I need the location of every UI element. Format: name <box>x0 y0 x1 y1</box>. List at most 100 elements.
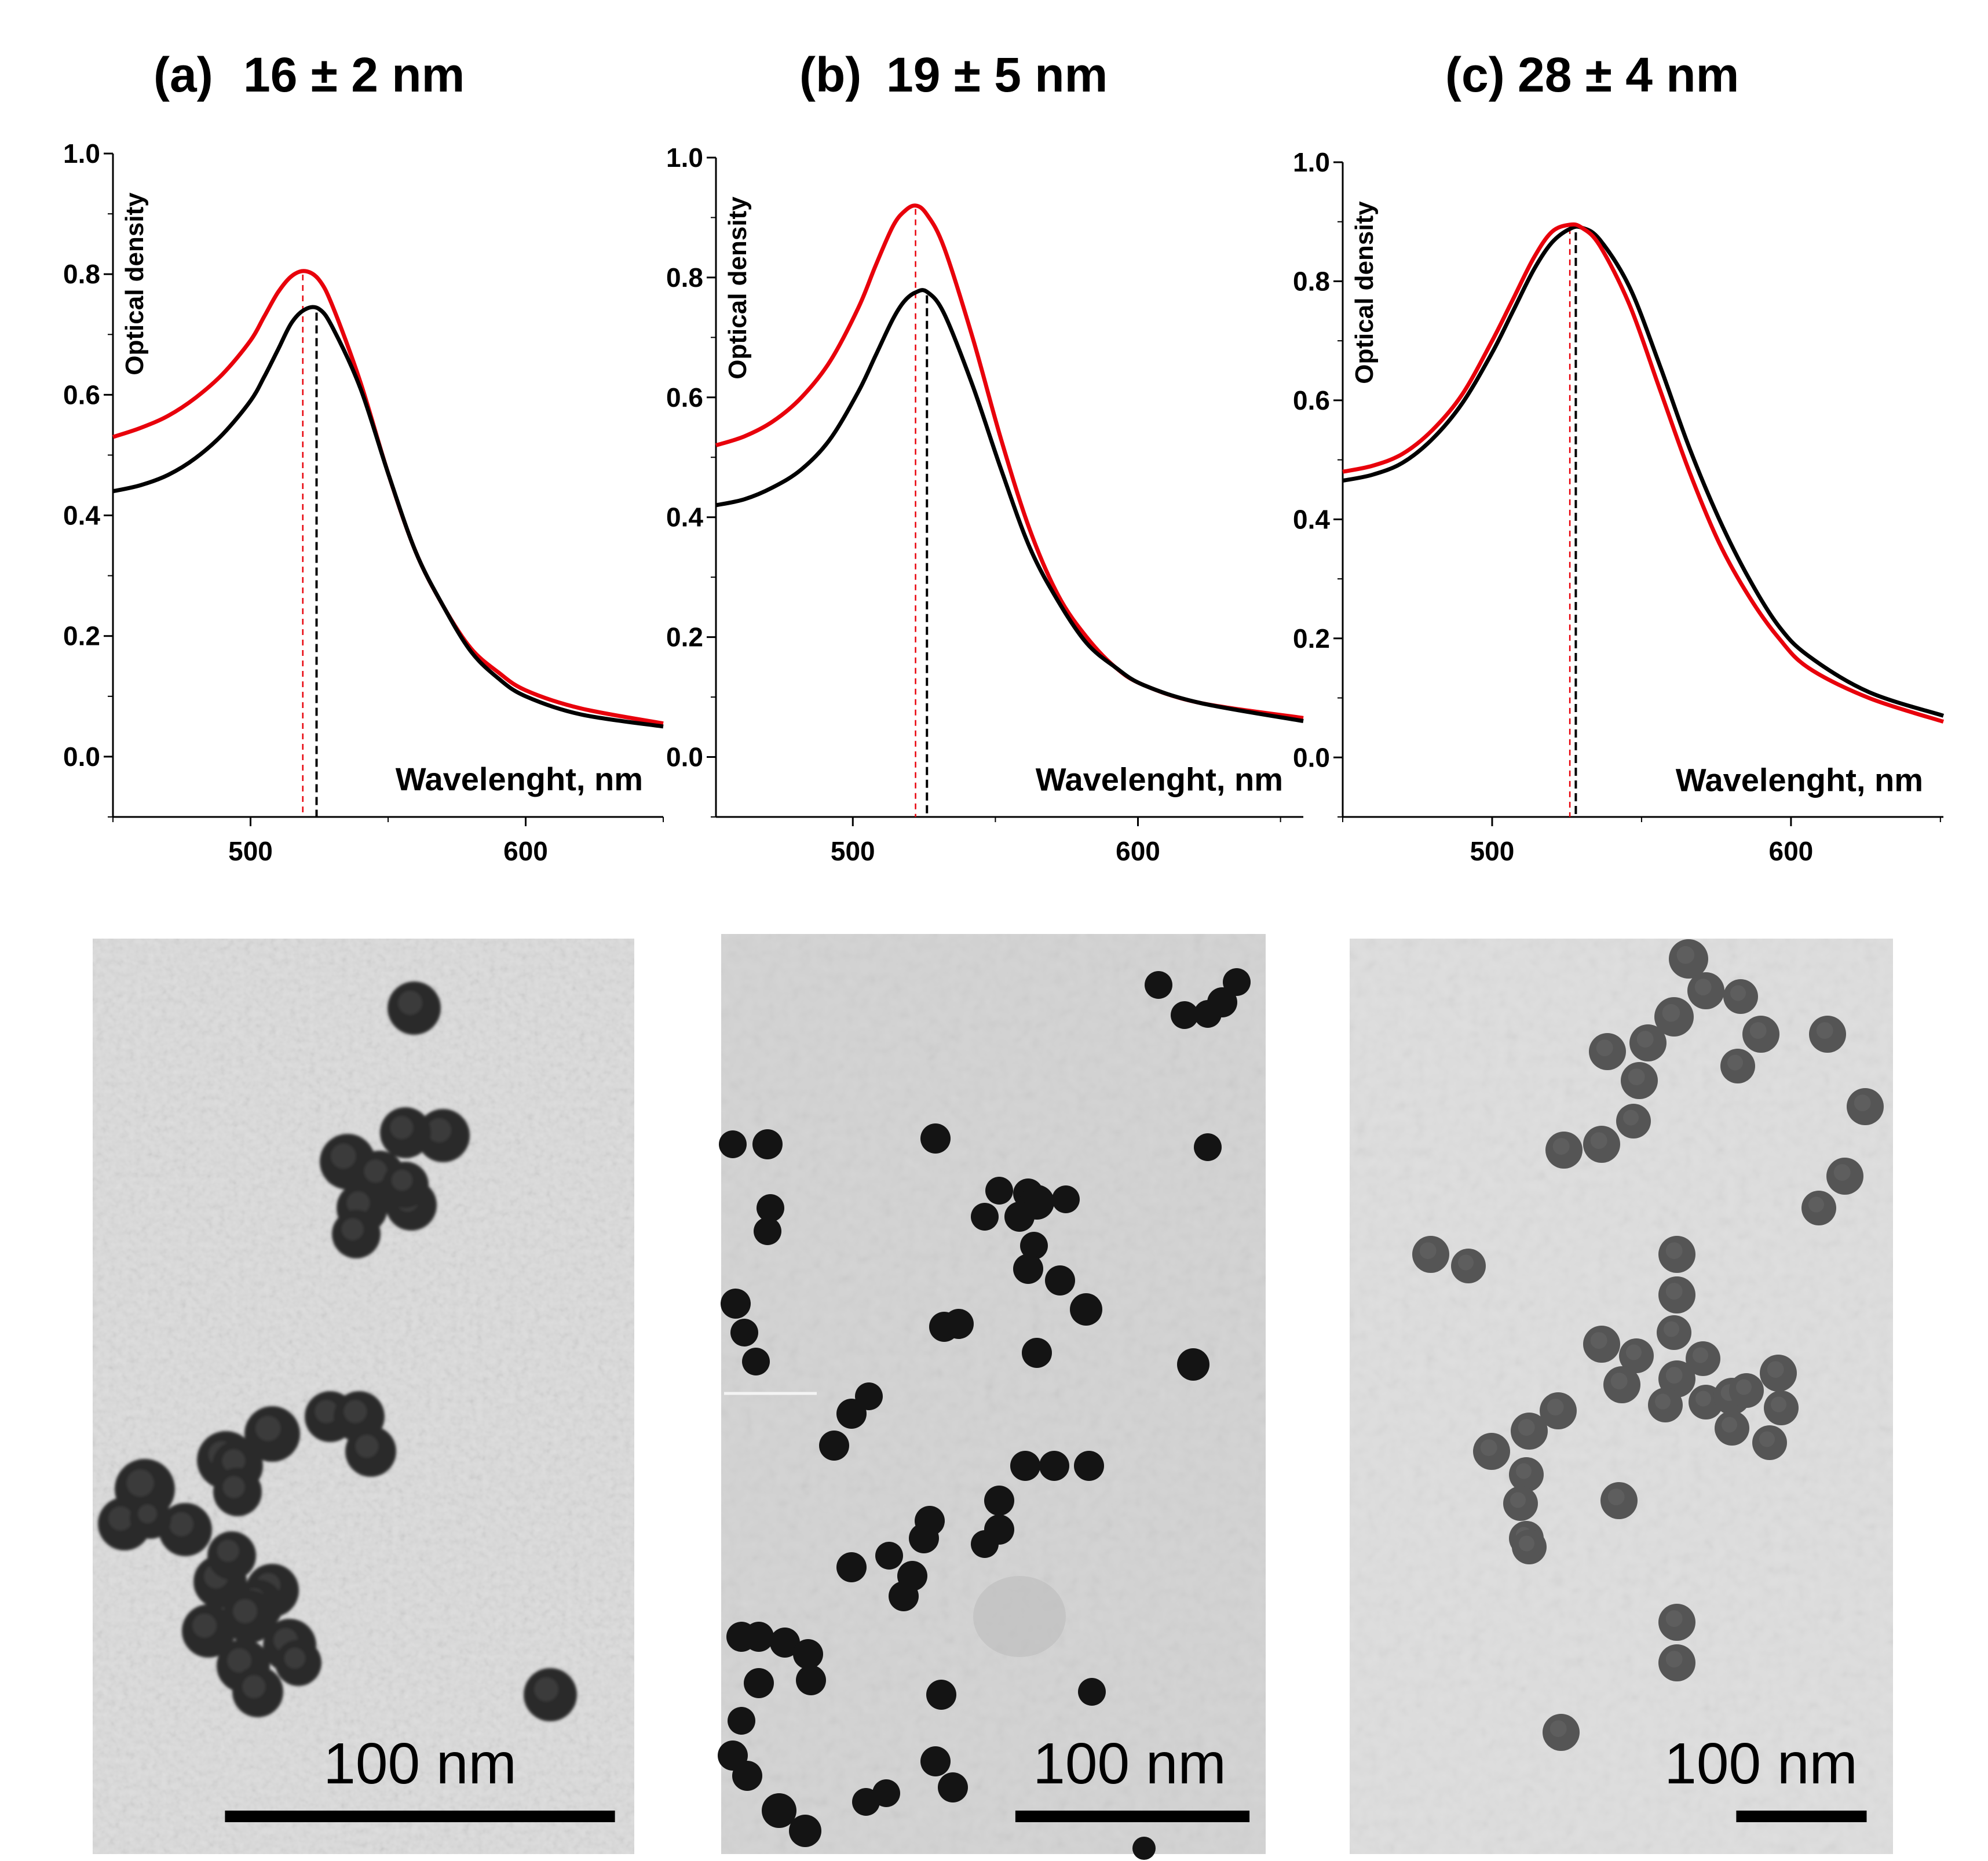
plot-b: 0.0 0.2 0.4 0.6 0.8 1.0 500 600 Optical density W… <box>666 143 1304 866</box>
tem-a-particle-highlight <box>222 1449 246 1472</box>
tem-c-particle-highlight <box>1816 1022 1833 1039</box>
tem-b-particle <box>762 1793 796 1828</box>
tem-image-a: 100 nm <box>93 939 634 1854</box>
tem-b-particle <box>836 1552 867 1582</box>
tem-a-scale-label: 100 nm <box>323 1731 517 1796</box>
tem-c-particle-highlight <box>1607 1488 1625 1506</box>
tem-a-particle-highlight <box>138 1504 157 1523</box>
tem-a-particle-highlight <box>331 1143 356 1169</box>
tem-a-particle-highlight <box>364 1159 388 1183</box>
tem-c-particle-highlight <box>1771 1396 1786 1413</box>
tem-a-particle-highlight <box>108 1506 133 1531</box>
panel-c-title: (c) <box>1445 48 1505 102</box>
tem-b-particle <box>889 1581 919 1611</box>
tem-c-particle-highlight <box>1547 1399 1564 1416</box>
tem-a-particle-highlight <box>242 1675 266 1698</box>
tem-b-particle <box>1078 1678 1106 1706</box>
tem-c-particle-highlight <box>1665 1283 1683 1300</box>
tem-b-particle <box>1039 1451 1069 1481</box>
plot-c-ylabel: Optical density <box>1350 201 1379 384</box>
tem-c-particle <box>1847 1088 1884 1125</box>
tem-b-particle <box>985 1177 1013 1205</box>
tem-c-particle-highlight <box>1664 1321 1679 1337</box>
tem-b-particle <box>752 1129 783 1159</box>
tem-a-particle-highlight <box>343 1400 367 1423</box>
tem-c-particle-highlight <box>1854 1094 1871 1111</box>
plot-a-ytick-label: 1.0 <box>63 138 100 169</box>
tem-b-particles <box>718 968 1251 1860</box>
plot-c-series-black <box>1342 224 1945 718</box>
tem-a-particle-highlight <box>284 1648 305 1669</box>
tem-a-scale-bar <box>225 1811 615 1822</box>
tem-b-particle <box>920 1746 951 1776</box>
plot-b-ytick-label: 0.2 <box>666 622 703 652</box>
plot-a-xtick-label: 600 <box>503 836 548 866</box>
tem-c-particle <box>1687 972 1724 1009</box>
tem-c-particle <box>1603 1366 1640 1403</box>
tem-c-particle-highlight <box>1694 979 1712 995</box>
tem-b-particle <box>1194 1133 1222 1161</box>
tem-c-particle <box>1503 1486 1538 1521</box>
tem-c-particle <box>1658 1276 1695 1313</box>
tem-c-particle-highlight <box>1626 1344 1642 1360</box>
tem-b-particle <box>1004 1202 1035 1232</box>
tem-c-particle <box>1658 1236 1695 1273</box>
plot-c-ytick-label: 0.4 <box>1293 504 1330 534</box>
plot-c-ytick-label: 0.0 <box>1293 742 1330 772</box>
tem-a-particle-highlight <box>355 1435 379 1458</box>
tem-c-particle-highlight <box>1695 1391 1711 1407</box>
tem-b-scale-bar <box>1015 1811 1250 1822</box>
tem-b-particle <box>721 1289 751 1319</box>
plot-c-xlabel: Wavelenght, nm <box>1676 761 1923 798</box>
tem-b-particle <box>1022 1338 1052 1368</box>
plot-b-ytick-label: 0.6 <box>666 382 703 413</box>
tem-c-particle <box>1742 1016 1779 1053</box>
plot-c-xtick-label: 600 <box>1769 836 1814 866</box>
tem-b-particle <box>1052 1185 1080 1213</box>
plot-b-ytick-label: 0.0 <box>666 742 703 772</box>
tem-b-particle <box>730 1319 758 1347</box>
tem-c-particle-highlight <box>1552 1138 1570 1155</box>
tem-c-particle-highlight <box>1480 1439 1497 1457</box>
tem-b-particle <box>719 1130 747 1158</box>
tem-c-particle-highlight <box>1510 1492 1526 1508</box>
tem-c-scale-bar <box>1736 1811 1867 1822</box>
tem-image-b: 100 nm <box>718 934 1266 1860</box>
tem-c-particle <box>1809 1016 1846 1053</box>
tem-c-particle-highlight <box>1519 1535 1534 1552</box>
tem-c-particle-highlight <box>1550 1720 1567 1738</box>
tem-b-particle <box>984 1486 1014 1516</box>
tem-c-particle-highlight <box>1749 1022 1767 1039</box>
tem-c-particle <box>1509 1457 1544 1492</box>
plot-b-series-red <box>715 203 1304 720</box>
tem-a-particle-highlight <box>222 1476 245 1498</box>
tem-b-particle <box>1070 1293 1102 1326</box>
tem-c-particle-highlight <box>1623 1110 1639 1126</box>
tem-b-particle <box>744 1622 774 1652</box>
tem-c-particle <box>1412 1236 1449 1273</box>
tem-b-particle <box>1145 971 1172 999</box>
tem-b-smudge <box>973 1576 1066 1657</box>
tem-a-particle-highlight <box>392 1170 412 1191</box>
tem-b-particle <box>770 1628 800 1658</box>
plot-c-xtick-label: 500 <box>1470 836 1515 866</box>
tem-c-particle-highlight <box>1736 1379 1752 1395</box>
tem-b-particle <box>1013 1254 1043 1284</box>
tem-a-particle-highlight <box>217 1539 239 1562</box>
panel-b: (b) 19 ± 5 nm 0.0 0.2 0.4 0.6 0.8 1.0 500 600 Op… <box>666 48 1304 866</box>
tem-c-particle-highlight <box>1676 946 1695 964</box>
tem-a-particle-highlight <box>233 1599 257 1623</box>
tem-c-particle <box>1619 1338 1654 1373</box>
tem-c-particle-highlight <box>1610 1373 1628 1390</box>
tem-a-particle-highlight <box>398 991 422 1015</box>
tem-b-particle <box>728 1707 755 1735</box>
tem-c-particle <box>1729 1373 1764 1408</box>
tem-b-particle <box>1223 968 1251 996</box>
tem-a-particle-highlight <box>534 1677 558 1702</box>
tem-b-particle <box>789 1815 821 1847</box>
plot-a-xtick-label: 500 <box>228 836 273 866</box>
plot-a-xlabel: Wavelenght, nm <box>396 761 643 797</box>
tem-c-particle-highlight <box>1730 985 1746 1001</box>
tem-b-particle <box>1171 1001 1198 1029</box>
